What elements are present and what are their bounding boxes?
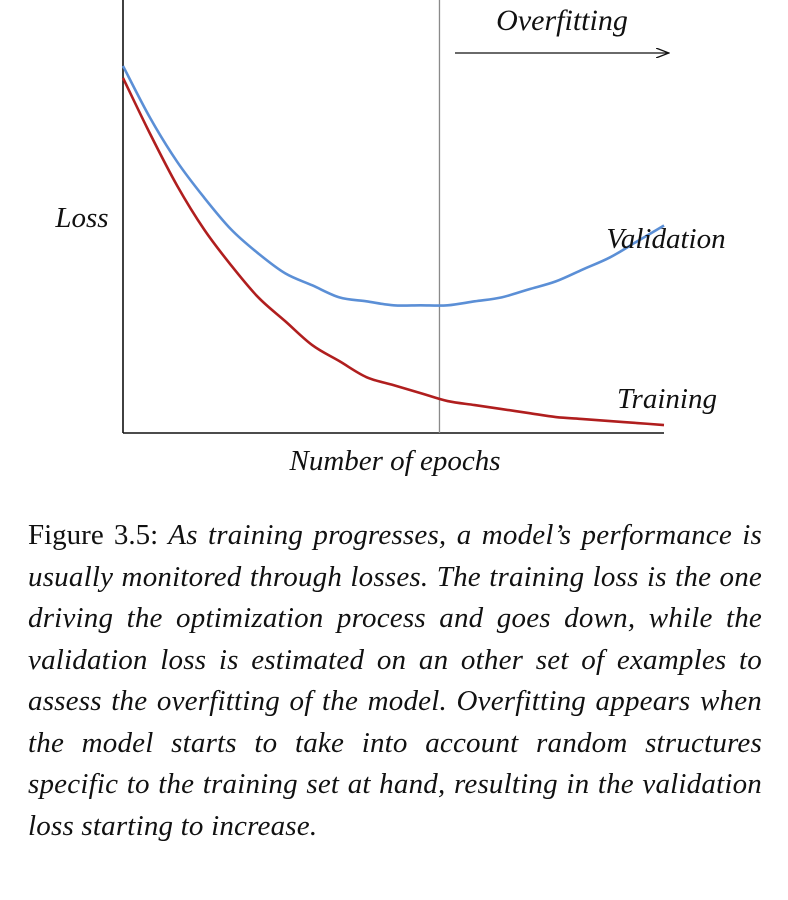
loss-chart: Overfitting Loss Number of epochs Valida… xyxy=(54,0,726,477)
caption-text: As training progresses, a model’s perfor… xyxy=(28,519,763,842)
figure-caption: Figure 3.5: As training progresses, a mo… xyxy=(28,515,762,847)
validation-series-label: Validation xyxy=(606,223,725,255)
overfitting-annotation: Overfitting xyxy=(496,4,628,37)
x-axis-label: Number of epochs xyxy=(288,445,500,477)
validation-loss-line xyxy=(121,65,665,307)
training-loss-line xyxy=(121,77,665,427)
y-axis-label: Loss xyxy=(54,202,108,234)
loss-chart-svg: Overfitting Loss Number of epochs Valida… xyxy=(54,0,726,477)
training-series-label: Training xyxy=(617,383,717,415)
caption-label: Figure 3.5: xyxy=(28,519,159,551)
